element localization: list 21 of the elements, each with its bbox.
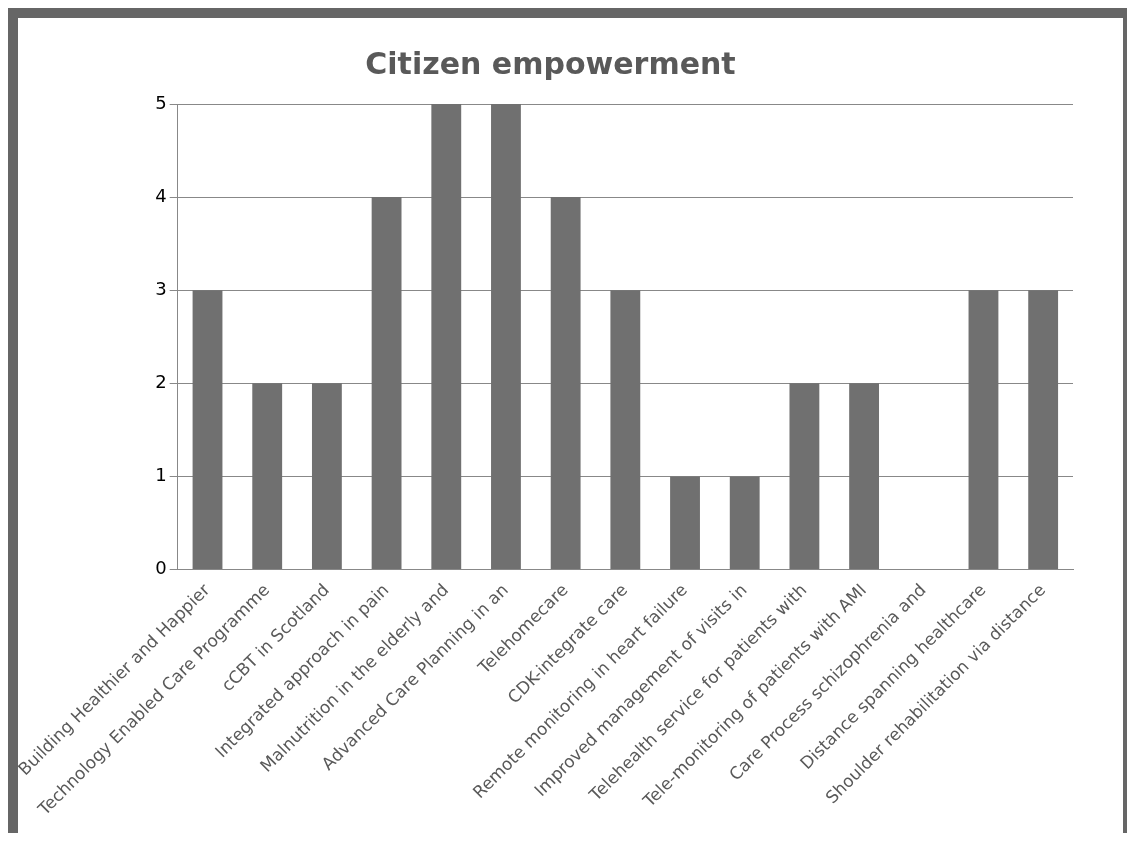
bar xyxy=(1028,290,1059,570)
y-tick-label: 0 xyxy=(155,557,167,579)
bar xyxy=(192,290,223,570)
bar xyxy=(789,383,820,570)
bar xyxy=(252,383,283,570)
y-tick-label: 4 xyxy=(155,184,167,206)
bar xyxy=(550,197,581,570)
bar xyxy=(729,476,760,570)
bar xyxy=(610,290,641,570)
bar xyxy=(849,383,880,570)
chart-title: Citizen empowerment xyxy=(365,45,736,81)
bar xyxy=(491,104,521,570)
bar xyxy=(431,104,462,570)
y-tick-label: 2 xyxy=(155,371,167,392)
bar xyxy=(670,476,700,570)
bar xyxy=(968,290,999,570)
y-tick-label: 3 xyxy=(155,277,167,299)
y-tick-label: 5 xyxy=(155,91,167,113)
bar xyxy=(371,197,402,570)
y-tick-label: 1 xyxy=(155,464,167,486)
bar xyxy=(311,383,342,570)
